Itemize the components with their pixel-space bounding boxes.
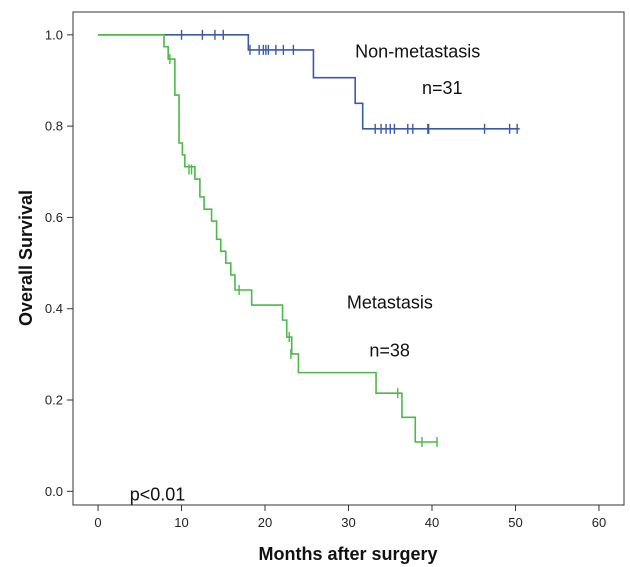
series-non-metastasis [98, 29, 520, 134]
y-tick-label: 0.0 [45, 484, 63, 499]
annotation-label: Non-metastasis [355, 42, 480, 62]
x-tick-label: 60 [592, 515, 606, 530]
annotation-label: n=38 [369, 341, 410, 361]
x-tick-label: 10 [174, 515, 188, 530]
x-tick-label: 40 [425, 515, 439, 530]
annotations: Non-metastasis n=31 Metastasis n=38 p<0.01 [130, 42, 480, 505]
y-tick-label: 1.0 [45, 27, 63, 42]
y-tick-label: 0.2 [45, 393, 63, 408]
y-axis-title: Overall Survival [16, 190, 36, 326]
y-tick-label: 0.4 [45, 301, 63, 316]
y-tick-label: 0.8 [45, 119, 63, 134]
annotation-label: Metastasis [347, 293, 433, 313]
series-layer [98, 29, 520, 448]
x-tick-label: 30 [341, 515, 355, 530]
x-tick-label: 50 [508, 515, 522, 530]
survival-line-non-metastasis [98, 34, 520, 130]
survival-line-metastasis [98, 34, 438, 443]
x-axis-title: Months after surgery [258, 544, 437, 564]
x-tick-label: 0 [94, 515, 101, 530]
plot-frame [72, 11, 625, 506]
series-metastasis [98, 34, 438, 448]
y-tick-label: 0.6 [45, 210, 63, 225]
x-tick-label: 20 [258, 515, 272, 530]
axes: 0 10 20 30 40 50 60 0.0 0.2 0.4 0.6 0.8 1.0 [45, 11, 625, 530]
annotation-label: n=31 [422, 78, 463, 98]
annotation-label: p<0.01 [130, 484, 186, 504]
